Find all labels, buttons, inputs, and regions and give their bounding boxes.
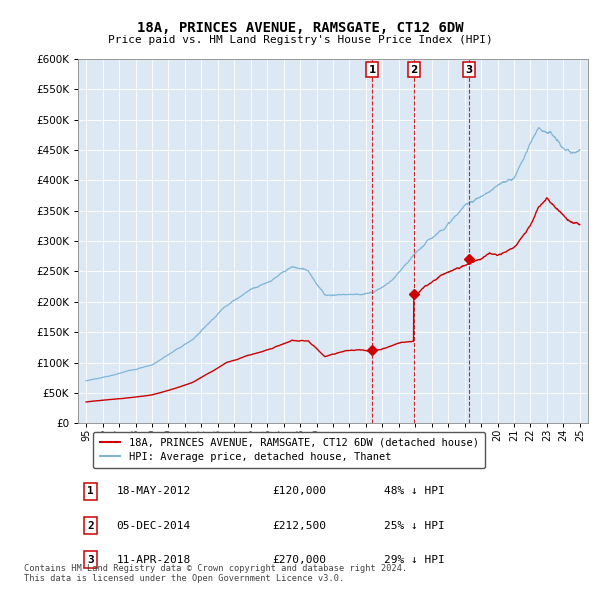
Text: 3: 3 xyxy=(88,555,94,565)
Text: 25% ↓ HPI: 25% ↓ HPI xyxy=(384,520,445,530)
Text: 1: 1 xyxy=(88,486,94,496)
Text: 1: 1 xyxy=(368,64,376,74)
Text: Price paid vs. HM Land Registry's House Price Index (HPI): Price paid vs. HM Land Registry's House … xyxy=(107,35,493,45)
Text: £270,000: £270,000 xyxy=(272,555,326,565)
Text: £212,500: £212,500 xyxy=(272,520,326,530)
Text: 18-MAY-2012: 18-MAY-2012 xyxy=(116,486,191,496)
Text: 3: 3 xyxy=(466,64,473,74)
Text: 2: 2 xyxy=(88,520,94,530)
Text: 29% ↓ HPI: 29% ↓ HPI xyxy=(384,555,445,565)
Text: 05-DEC-2014: 05-DEC-2014 xyxy=(116,520,191,530)
Text: 2: 2 xyxy=(410,64,418,74)
Text: 11-APR-2018: 11-APR-2018 xyxy=(116,555,191,565)
Text: 48% ↓ HPI: 48% ↓ HPI xyxy=(384,486,445,496)
Legend: 18A, PRINCES AVENUE, RAMSGATE, CT12 6DW (detached house), HPI: Average price, de: 18A, PRINCES AVENUE, RAMSGATE, CT12 6DW … xyxy=(94,431,485,468)
Text: 18A, PRINCES AVENUE, RAMSGATE, CT12 6DW: 18A, PRINCES AVENUE, RAMSGATE, CT12 6DW xyxy=(137,21,463,35)
Text: Contains HM Land Registry data © Crown copyright and database right 2024.
This d: Contains HM Land Registry data © Crown c… xyxy=(24,563,407,583)
Text: £120,000: £120,000 xyxy=(272,486,326,496)
